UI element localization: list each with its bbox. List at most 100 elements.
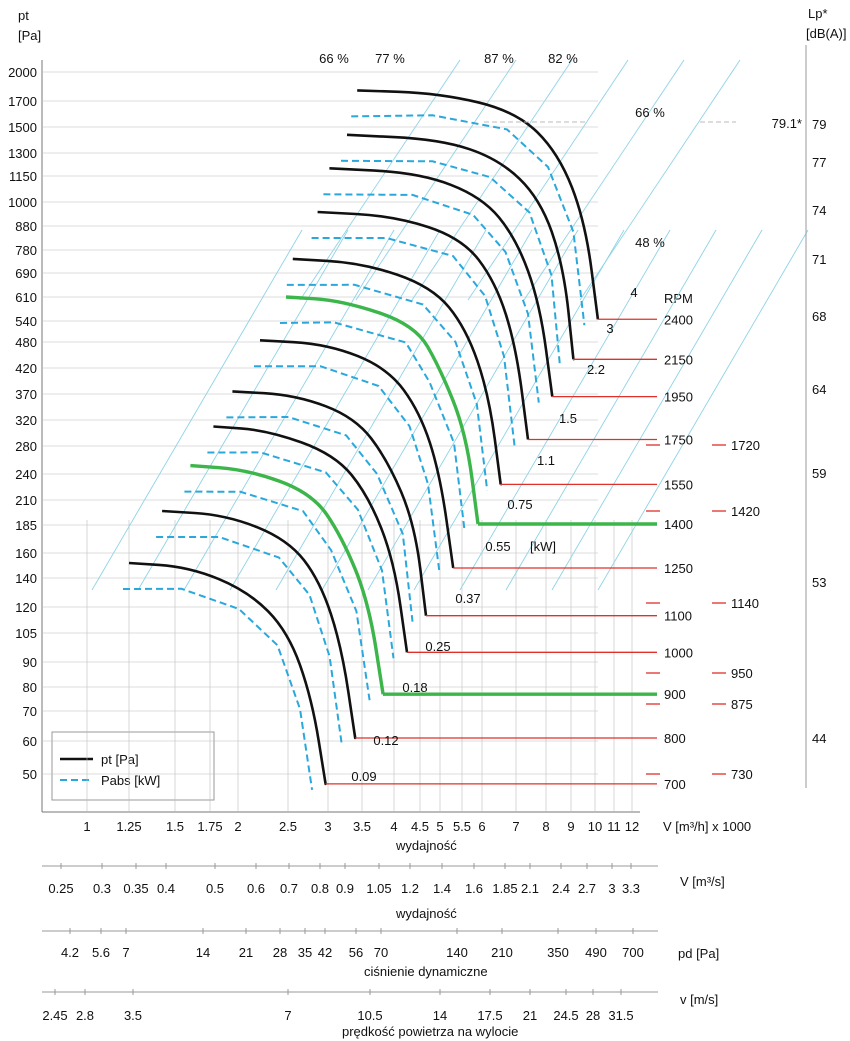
efficiency-label: 66 % bbox=[319, 51, 349, 66]
bottom-scale-tick-label: 35 bbox=[298, 945, 312, 960]
bottom-scale-tick-label: 2.45 bbox=[42, 1008, 67, 1023]
curve-layer bbox=[122, 89, 657, 791]
y-tick-label: 780 bbox=[15, 243, 37, 258]
bottom-scale-tick-label: 0.4 bbox=[157, 881, 175, 896]
bottom-scale-tick-label: 1.4 bbox=[433, 881, 451, 896]
efficiency-label: 48 % bbox=[635, 235, 665, 250]
power-label: 4 bbox=[630, 285, 637, 300]
x-tick-label: 3.5 bbox=[353, 819, 371, 834]
x-tick-label: 3 bbox=[324, 819, 331, 834]
x-tick-label: 4 bbox=[390, 819, 397, 834]
bottom-scale-tick-label: 14 bbox=[433, 1008, 447, 1023]
pt-curve-900 bbox=[190, 463, 385, 696]
bottom-scale-tick-label: 210 bbox=[491, 945, 513, 960]
rpm-label: 1950 bbox=[664, 390, 693, 405]
lp-tick-label: 74 bbox=[812, 203, 826, 218]
y-tick-label: 50 bbox=[23, 767, 37, 782]
bottom-scale-tick-label: 28 bbox=[273, 945, 287, 960]
pabs-curve-1250 bbox=[253, 365, 441, 575]
pt-curve-2150 bbox=[346, 133, 575, 361]
bottom-scale-tick-label: 4.2 bbox=[61, 945, 79, 960]
pabs-curve-1400 bbox=[279, 321, 466, 531]
y-tick-label: 70 bbox=[23, 704, 37, 719]
pabs-curve-800 bbox=[156, 536, 343, 745]
rpm-secondary-label: 1420 bbox=[731, 504, 760, 519]
bottom-scale-tick-label: 700 bbox=[622, 945, 644, 960]
y-axis-label-2: [Pa] bbox=[18, 28, 41, 43]
power-label: [kW] bbox=[530, 539, 556, 554]
rpm-header: RPM bbox=[664, 291, 693, 306]
efficiency-label: 87 % bbox=[484, 51, 514, 66]
power-label: 0.75 bbox=[507, 497, 532, 512]
bottom-scale-tick-label: 0.5 bbox=[206, 881, 224, 896]
rpm-label: 2400 bbox=[664, 312, 693, 327]
bottom-scale-tick-label: 3 bbox=[608, 881, 615, 896]
pabs-curve-2400 bbox=[351, 114, 586, 326]
pabs-curve-900 bbox=[184, 490, 371, 701]
scale-v-title: wydajność bbox=[395, 906, 457, 921]
x-tick-label: 8 bbox=[542, 819, 549, 834]
x-tick-label: 1.5 bbox=[166, 819, 184, 834]
efficiency-line bbox=[137, 229, 349, 591]
y-tick-label: 2000 bbox=[8, 65, 37, 80]
efficiency-line bbox=[505, 229, 717, 591]
y-tick-label: 420 bbox=[15, 361, 37, 376]
x-tick-label: 5 bbox=[436, 819, 443, 834]
x-tick-label: 12 bbox=[625, 819, 639, 834]
legend: pt [Pa] Pabs [kW] bbox=[51, 731, 215, 801]
rpm-secondary-label: 1720 bbox=[731, 438, 760, 453]
pt-curve-1100 bbox=[232, 390, 428, 616]
y-tick-label: 1150 bbox=[9, 169, 37, 184]
power-label: 0.12 bbox=[373, 733, 398, 748]
bottom-scale-tick-label: 0.9 bbox=[336, 881, 354, 896]
efficiency-line bbox=[579, 59, 741, 301]
efficiency-line bbox=[467, 59, 629, 301]
bottom-scale-tick-label: 17.5 bbox=[477, 1008, 502, 1023]
efficiency-line bbox=[459, 229, 671, 591]
pabs-curve-1950 bbox=[323, 193, 540, 403]
y-tick-label: 370 bbox=[15, 387, 37, 402]
rpm-secondary-label: 730 bbox=[731, 767, 753, 782]
lp-tick-label: 59 bbox=[812, 466, 826, 481]
scale-pd-unit: pd [Pa] bbox=[678, 946, 719, 961]
x-tick-label: 1.75 bbox=[197, 819, 222, 834]
legend-box bbox=[51, 731, 215, 801]
x-tick-label: 2 bbox=[234, 819, 241, 834]
bottom-scale-tick-label: 56 bbox=[349, 945, 363, 960]
x-tick-label: 4.5 bbox=[411, 819, 429, 834]
bottom-scale-tick-label: 7 bbox=[122, 945, 129, 960]
efficiency-label: 82 % bbox=[548, 51, 578, 66]
power-label: 1.1 bbox=[537, 453, 555, 468]
power-label: 1.5 bbox=[559, 411, 577, 426]
pt-curve-1400 bbox=[285, 295, 480, 525]
bottom-scale-tick-label: 21 bbox=[239, 945, 253, 960]
efficiency-line bbox=[523, 59, 685, 301]
power-label: 2.2 bbox=[587, 362, 605, 377]
bottom-scale-tick-label: 1.85 bbox=[492, 881, 517, 896]
power-label: 0.25 bbox=[425, 639, 450, 654]
bottom-scale-tick-label: 28 bbox=[586, 1008, 600, 1023]
bottom-scale-tick-label: 2.1 bbox=[521, 881, 539, 896]
pabs-curve-2150 bbox=[340, 159, 561, 366]
pabs-curve-1000 bbox=[207, 451, 395, 659]
y-tick-label: 80 bbox=[23, 680, 37, 695]
pt-curve-1750 bbox=[317, 210, 530, 440]
y-tick-label: 1700 bbox=[8, 94, 37, 109]
rpm-label: 1250 bbox=[664, 561, 693, 576]
x-axis-unit: V [m³/h] x 1000 bbox=[663, 819, 751, 834]
bottom-scale-tick-label: 5.6 bbox=[92, 945, 110, 960]
y-tick-label: 240 bbox=[15, 467, 37, 482]
efficiency-line bbox=[183, 229, 395, 591]
pt-curve-700 bbox=[128, 561, 327, 786]
scale-v-unit: V [m³/s] bbox=[680, 874, 725, 889]
pt-curve-1550 bbox=[292, 257, 503, 486]
bottom-scale-tick-label: 31.5 bbox=[608, 1008, 633, 1023]
y-tick-label: 480 bbox=[15, 335, 37, 350]
rpm-label: 1000 bbox=[664, 645, 693, 660]
y-tick-label: 185 bbox=[15, 518, 37, 533]
power-label: 3 bbox=[606, 321, 613, 336]
x-tick-label: 7 bbox=[512, 819, 519, 834]
bottom-scale-tick-label: 2.4 bbox=[552, 881, 570, 896]
power-label: 0.18 bbox=[402, 680, 427, 695]
